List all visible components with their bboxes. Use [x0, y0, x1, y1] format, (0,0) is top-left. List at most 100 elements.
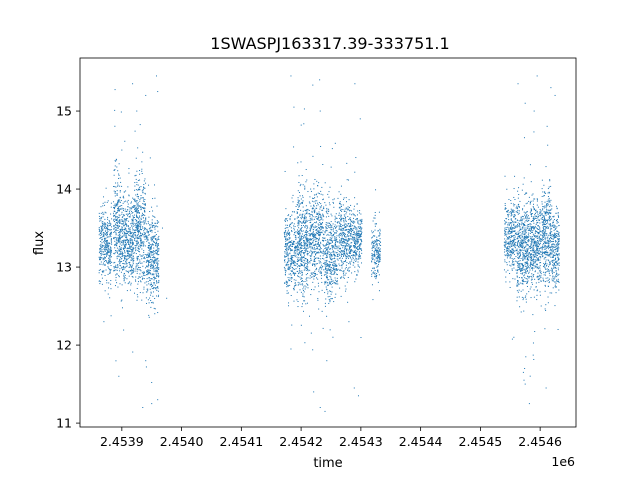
data-point	[296, 266, 298, 268]
data-point	[143, 221, 145, 223]
data-point	[374, 214, 376, 216]
data-point	[124, 258, 125, 260]
data-point	[527, 245, 529, 247]
data-point	[106, 242, 108, 244]
data-point	[141, 242, 143, 244]
data-point	[316, 251, 318, 253]
data-point	[297, 231, 299, 233]
data-point	[315, 263, 317, 265]
data-point	[329, 299, 331, 301]
data-point	[127, 241, 129, 243]
data-point	[326, 260, 328, 262]
data-point	[142, 245, 144, 247]
data-point	[286, 292, 288, 294]
data-point	[312, 252, 314, 254]
data-point	[324, 302, 326, 304]
data-point	[103, 260, 105, 262]
data-point	[148, 277, 150, 279]
data-point	[301, 259, 303, 261]
data-point	[117, 252, 119, 254]
data-point	[115, 269, 117, 271]
data-point	[136, 224, 138, 226]
data-point	[304, 209, 306, 211]
data-point	[136, 244, 138, 246]
data-point	[508, 227, 510, 229]
data-point	[504, 251, 506, 253]
data-point	[134, 247, 136, 249]
data-point	[510, 250, 512, 252]
data-point	[343, 277, 345, 279]
data-point	[148, 228, 150, 230]
data-point	[129, 270, 131, 272]
data-point	[350, 250, 352, 252]
data-point	[324, 253, 326, 255]
data-point	[111, 226, 113, 228]
data-point	[156, 282, 158, 284]
data-point	[304, 247, 306, 249]
data-point	[123, 276, 125, 278]
data-point	[130, 207, 132, 209]
data-point	[107, 244, 109, 246]
data-point	[300, 217, 302, 219]
data-point	[527, 251, 529, 253]
data-point	[139, 189, 141, 191]
data-point	[298, 200, 300, 202]
data-point	[104, 253, 106, 255]
data-point	[102, 211, 104, 213]
data-point	[128, 266, 130, 268]
data-point	[110, 249, 112, 251]
data-point	[293, 279, 295, 281]
data-point	[100, 245, 102, 247]
data-point	[297, 216, 299, 218]
data-point	[298, 224, 300, 226]
data-point	[125, 235, 127, 237]
data-point	[130, 264, 132, 266]
data-point	[521, 234, 523, 236]
data-point	[119, 230, 121, 232]
data-point	[122, 253, 124, 255]
data-point	[155, 225, 157, 227]
data-point	[291, 245, 293, 247]
data-point	[157, 250, 159, 252]
data-point	[511, 338, 513, 340]
data-point	[135, 263, 137, 265]
data-point	[522, 251, 524, 253]
data-point	[136, 263, 138, 265]
data-point	[114, 243, 116, 245]
data-point	[131, 219, 133, 221]
data-point	[100, 247, 102, 249]
data-point	[299, 213, 301, 215]
data-point	[516, 300, 518, 302]
data-point	[113, 219, 115, 221]
data-point	[520, 217, 522, 219]
data-point	[138, 245, 140, 247]
data-point	[125, 260, 127, 262]
data-point	[155, 244, 157, 246]
data-point	[101, 250, 103, 252]
data-point	[360, 232, 362, 234]
data-point	[139, 219, 141, 221]
data-point	[347, 268, 349, 270]
data-point	[149, 256, 151, 258]
data-point	[307, 209, 309, 211]
data-point	[129, 256, 131, 258]
data-point	[331, 291, 333, 293]
data-point	[135, 280, 137, 282]
data-point	[349, 238, 351, 240]
data-point	[142, 292, 144, 294]
data-point	[516, 276, 518, 278]
data-point	[98, 231, 100, 233]
data-point	[318, 238, 320, 240]
data-point	[375, 246, 377, 248]
data-point	[514, 216, 516, 218]
data-point	[508, 250, 510, 252]
data-point	[109, 297, 111, 299]
data-point	[151, 273, 153, 275]
data-point	[157, 267, 159, 269]
data-point	[352, 220, 354, 222]
data-point	[158, 238, 160, 240]
data-point	[324, 265, 326, 267]
data-point	[127, 225, 129, 227]
data-point	[315, 238, 317, 240]
data-point	[140, 262, 142, 264]
